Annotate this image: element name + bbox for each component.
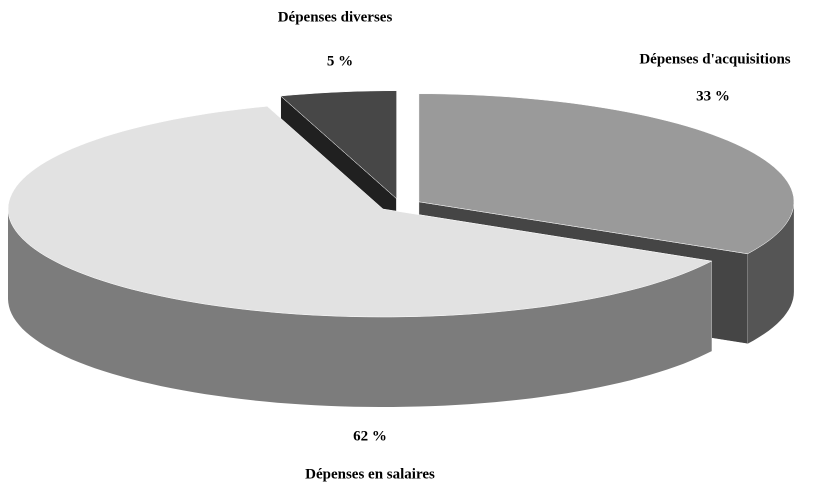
slice <box>418 93 795 255</box>
slice-side <box>747 201 794 344</box>
value-label: 62 % <box>353 428 387 444</box>
category-label: Dépenses diverses <box>278 9 393 25</box>
slice <box>280 90 397 200</box>
category-label: Dépenses en salaires <box>305 466 435 482</box>
slice <box>7 106 713 318</box>
value-label: 5 % <box>327 53 353 69</box>
slice-side <box>8 209 712 407</box>
value-label: 33 % <box>696 88 730 104</box>
category-label: Dépenses d'acquisitions <box>639 51 790 67</box>
